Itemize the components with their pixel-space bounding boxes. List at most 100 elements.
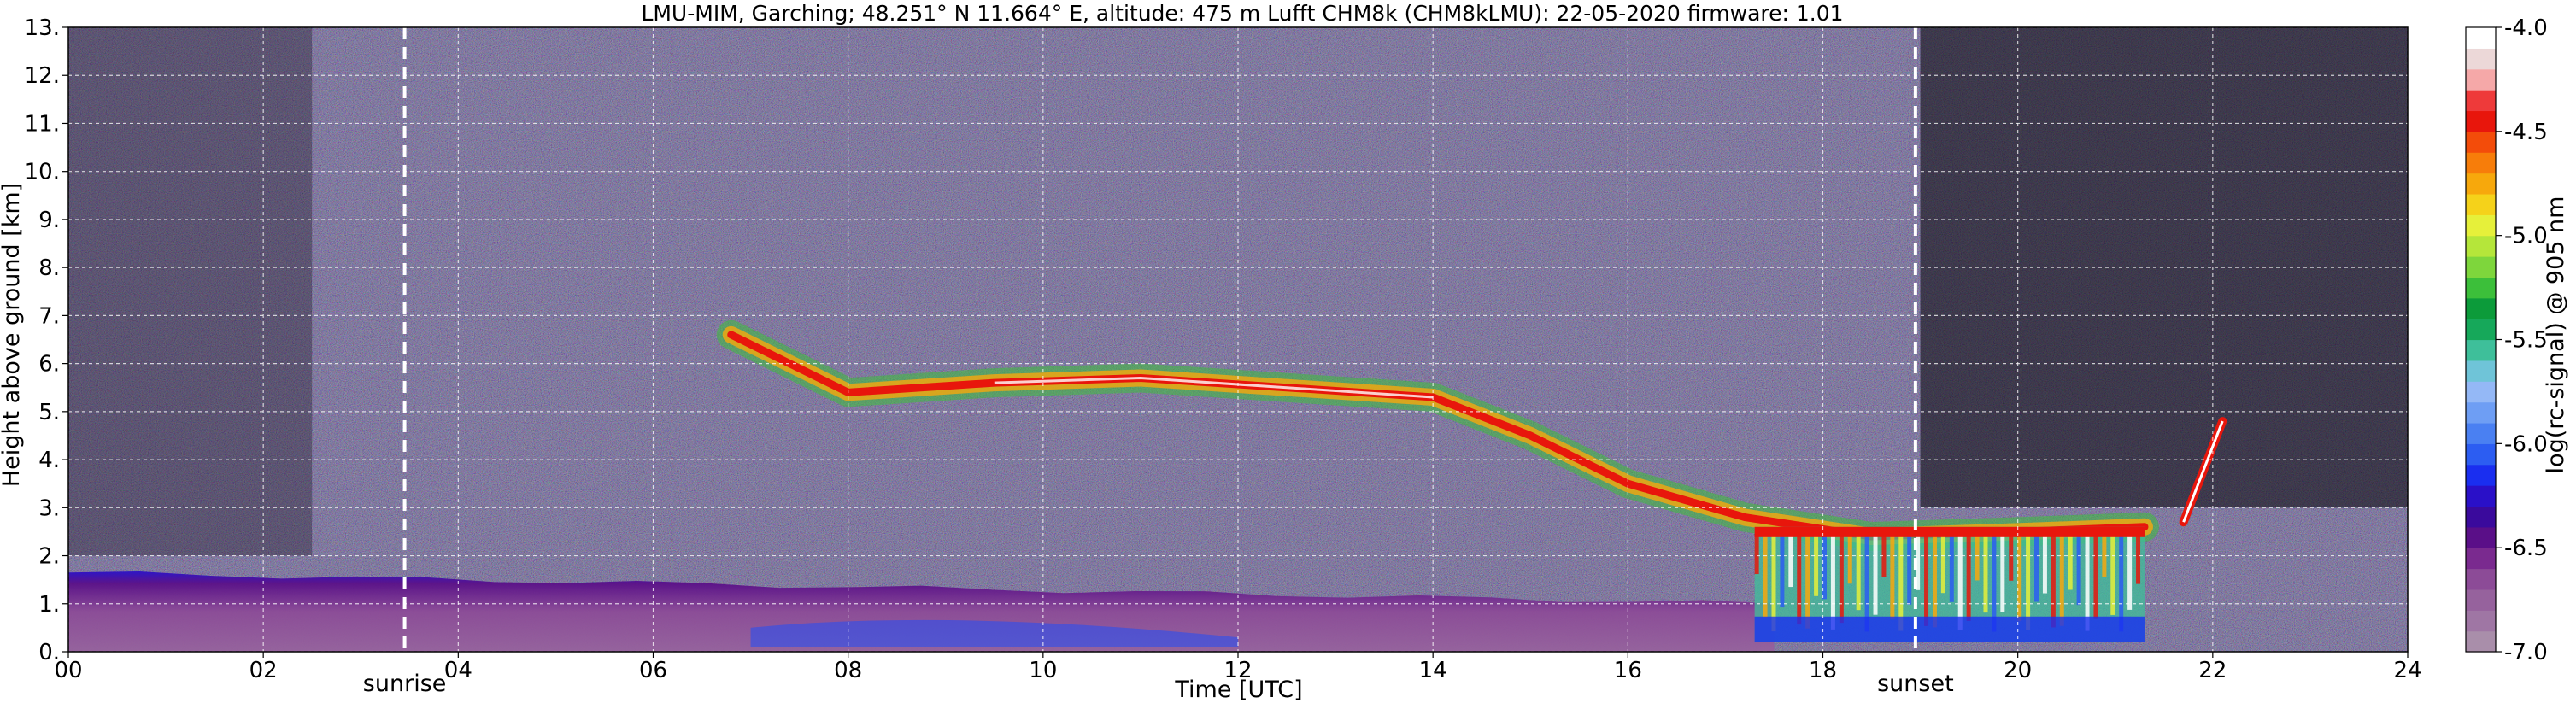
colorbar-band (2466, 422, 2496, 444)
precip-streak (1763, 533, 1768, 618)
colorbar-band (2466, 464, 2496, 486)
plot-area (67, 26, 2409, 653)
colorbar-band (2466, 173, 2496, 195)
y-tick-label: 10. (25, 160, 60, 185)
event-label-sunset: sunset (1877, 671, 1954, 697)
precip-top-layer (1754, 526, 2145, 537)
precip-streak (2093, 533, 2098, 619)
precip-streak (1992, 533, 1997, 632)
x-tick-label: 16 (1614, 658, 1642, 683)
y-tick-label: 8. (38, 255, 60, 281)
colorbar-band (2466, 339, 2496, 361)
precip-streak (1771, 533, 1776, 632)
precip-streak (1932, 533, 1937, 628)
precip-streak (1864, 533, 1869, 632)
colorbar-band (2466, 506, 2496, 528)
precip-bottom (1754, 616, 2145, 642)
precip-streak (1975, 533, 1980, 581)
event-label-sunrise: sunrise (363, 671, 447, 697)
precip-streak (1940, 533, 1945, 594)
precip-streak (2017, 533, 2022, 622)
colorbar-band (2466, 277, 2496, 299)
night-dark-region-upper (68, 27, 313, 556)
x-tick-label: 04 (444, 658, 472, 683)
colorbar-band (2466, 381, 2496, 403)
colorbar-tick-label: -5.0 (2504, 224, 2548, 249)
precip-streak (1957, 533, 1963, 630)
precip-streak (2059, 533, 2064, 626)
colorbar-band (2466, 319, 2496, 341)
precip-streak (1754, 533, 1759, 575)
precip-streak (1814, 533, 1819, 596)
colorbar-band (2466, 131, 2496, 153)
x-tick-label: 22 (2198, 658, 2227, 683)
colorbar: -4.0 -4.5 -5.0 -5.5 -6.0 -6.5 -7.0 log(rc-sign… (2465, 15, 2569, 665)
night-dark-region-lower (1920, 27, 2408, 508)
grid-lines (68, 27, 2408, 652)
precip-streak (2000, 533, 2005, 612)
colorbar-tick-label: -4.0 (2504, 15, 2548, 41)
colorbar-band (2466, 568, 2496, 590)
precip-streak (1890, 533, 1895, 619)
colorbar-tick-label: -6.5 (2504, 536, 2548, 561)
colorbar-band (2466, 589, 2496, 611)
colorbar-label: log(rc-signal) @ 905 nm (2543, 196, 2569, 474)
colorbar-band (2466, 360, 2496, 382)
x-tick-label: 06 (639, 658, 667, 683)
precip-streak (1839, 533, 1844, 624)
colorbar-band (2466, 610, 2496, 632)
colorbar-band (2466, 443, 2496, 466)
x-tick-label: 00 (54, 658, 82, 683)
cloud-layer-peak (994, 376, 1434, 399)
colorbar-band (2466, 90, 2496, 112)
y-tick-label: 4. (38, 448, 60, 473)
precip-streak (2009, 533, 2014, 581)
precip-streak (2102, 533, 2107, 577)
precip-streak (1983, 533, 1988, 613)
chart-title: LMU-MIM, Garching; 48.251° N 11.664° E, … (641, 1, 1843, 26)
precip-streak (2085, 533, 2090, 631)
x-tick-label: 18 (1809, 658, 1837, 683)
rising-cloud-core (2182, 420, 2224, 523)
colorbar-band (2466, 256, 2496, 278)
precip-streak (1830, 533, 1835, 630)
precip-streak (1847, 533, 1852, 584)
x-tick-label: 14 (1419, 658, 1447, 683)
colorbar-tick-label: -4.5 (2504, 120, 2548, 145)
colorbar-band (2466, 68, 2496, 91)
x-axis-label: Time [UTC] (1174, 677, 1302, 703)
colorbar-band (2466, 110, 2496, 132)
y-axis-ticks: 0. 1. 2. 3. 4. 5. 6. 7. 8. 9. 10. 11. 12. 13. (25, 15, 68, 665)
colorbar-tick-label: -5.5 (2504, 328, 2548, 354)
event-labels: sunrise sunset (363, 671, 1954, 697)
x-tick-label: 12 (1223, 658, 1252, 683)
precip-streak (1780, 533, 1785, 608)
colorbar-band (2466, 193, 2496, 215)
colorbar-band (2466, 485, 2496, 507)
colorbar-band (2466, 548, 2496, 570)
y-tick-label: 3. (38, 495, 60, 521)
precip-streak (2042, 533, 2047, 594)
precip-streak (2034, 533, 2039, 602)
y-tick-label: 12. (25, 63, 60, 89)
boundary-layer-blue-core (750, 619, 1238, 647)
precip-streak (1788, 533, 1793, 588)
precip-streak (1822, 533, 1828, 600)
precip-streak (1924, 533, 1929, 626)
precip-streak (2068, 533, 2073, 590)
y-tick-label: 7. (38, 303, 60, 329)
signal-features (68, 319, 2227, 652)
precip-streak (2119, 533, 2124, 632)
precip-streak (1873, 533, 1878, 615)
precip-streak (2051, 533, 2056, 628)
y-tick-label: 13. (25, 15, 60, 41)
colorbar-ticks: -4.0 -4.5 -5.0 -5.5 -6.0 -6.5 -7.0 (2496, 15, 2548, 665)
precip-streak (1916, 533, 1921, 590)
colorbar-band (2466, 27, 2496, 49)
x-tick-label: 20 (2004, 658, 2032, 683)
precip-streak (1805, 533, 1810, 629)
y-tick-label: 0. (38, 640, 60, 665)
colorbar-tick-label: -6.0 (2504, 431, 2548, 457)
